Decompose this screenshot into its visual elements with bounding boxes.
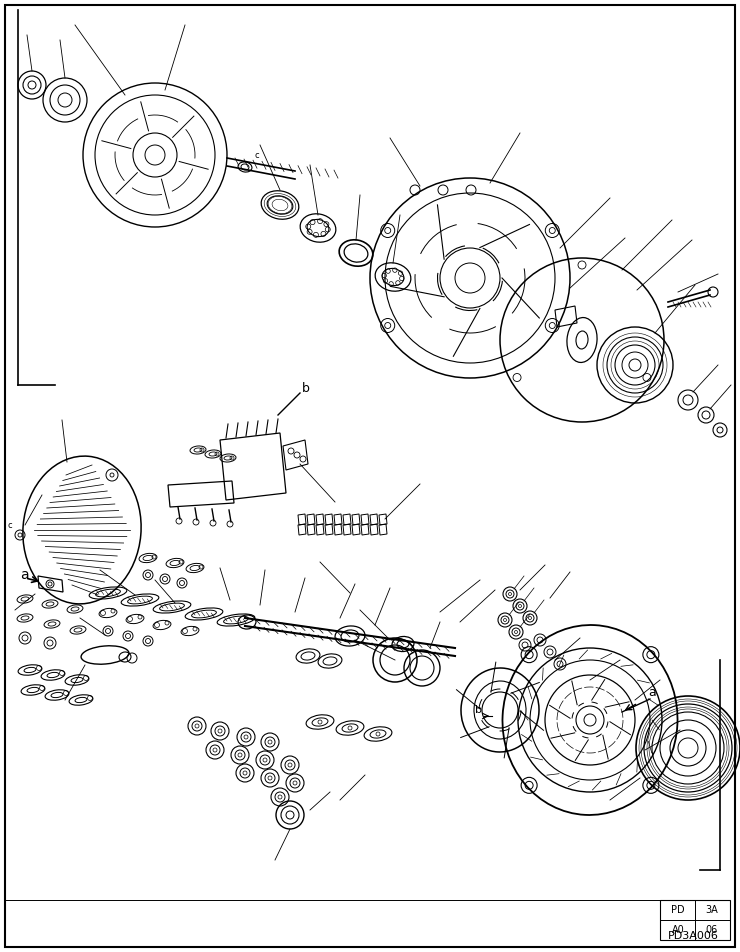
Text: c: c: [255, 150, 259, 160]
Bar: [660, 900, 730, 940]
Text: b: b: [475, 705, 482, 715]
Text: a: a: [20, 568, 29, 582]
Text: 06: 06: [706, 925, 718, 935]
Text: A0: A0: [672, 925, 685, 935]
Text: PD3A006: PD3A006: [667, 931, 719, 941]
Text: a: a: [648, 686, 656, 700]
Text: c: c: [7, 521, 13, 529]
Text: PD: PD: [671, 905, 685, 915]
Text: 3A: 3A: [706, 905, 719, 915]
Text: b: b: [302, 382, 310, 394]
